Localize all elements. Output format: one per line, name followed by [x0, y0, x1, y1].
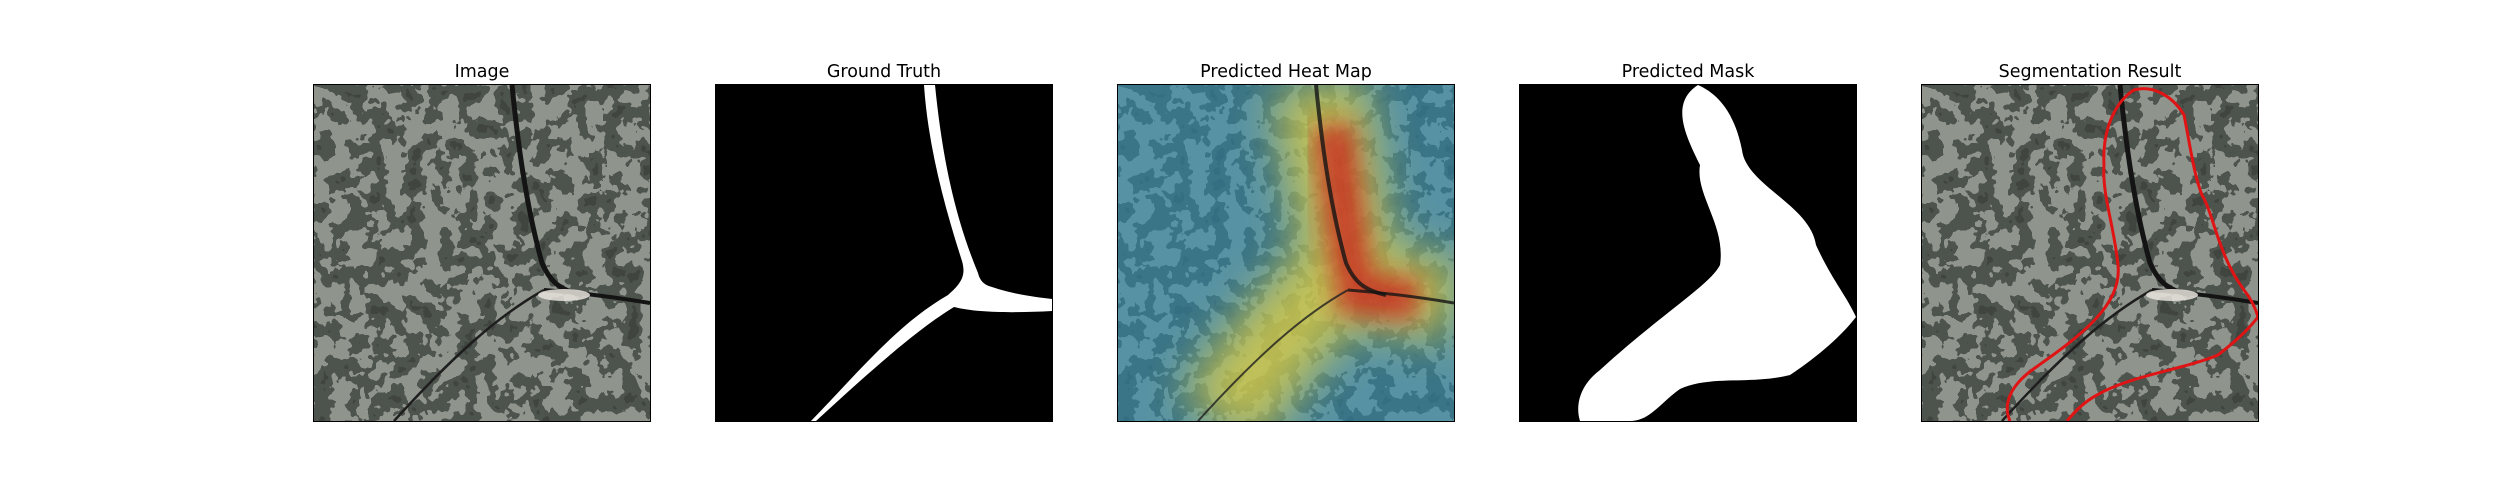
- heatmap-overlay: [1117, 84, 1455, 422]
- predicted-mask: [1519, 84, 1857, 422]
- panel-title-pred-mask: Predicted Mask: [1621, 62, 1755, 82]
- crack-texture-photo: [313, 84, 651, 422]
- panel-title-segmentation: Segmentation Result: [1998, 62, 2182, 82]
- ground-truth-mask: [715, 84, 1053, 422]
- panel-title-image: Image: [454, 62, 510, 82]
- panel-title-heat-map: Predicted Heat Map: [1200, 62, 1372, 82]
- contour-overlay: [1921, 84, 2259, 422]
- panel-title-ground-truth: Ground Truth: [826, 62, 942, 82]
